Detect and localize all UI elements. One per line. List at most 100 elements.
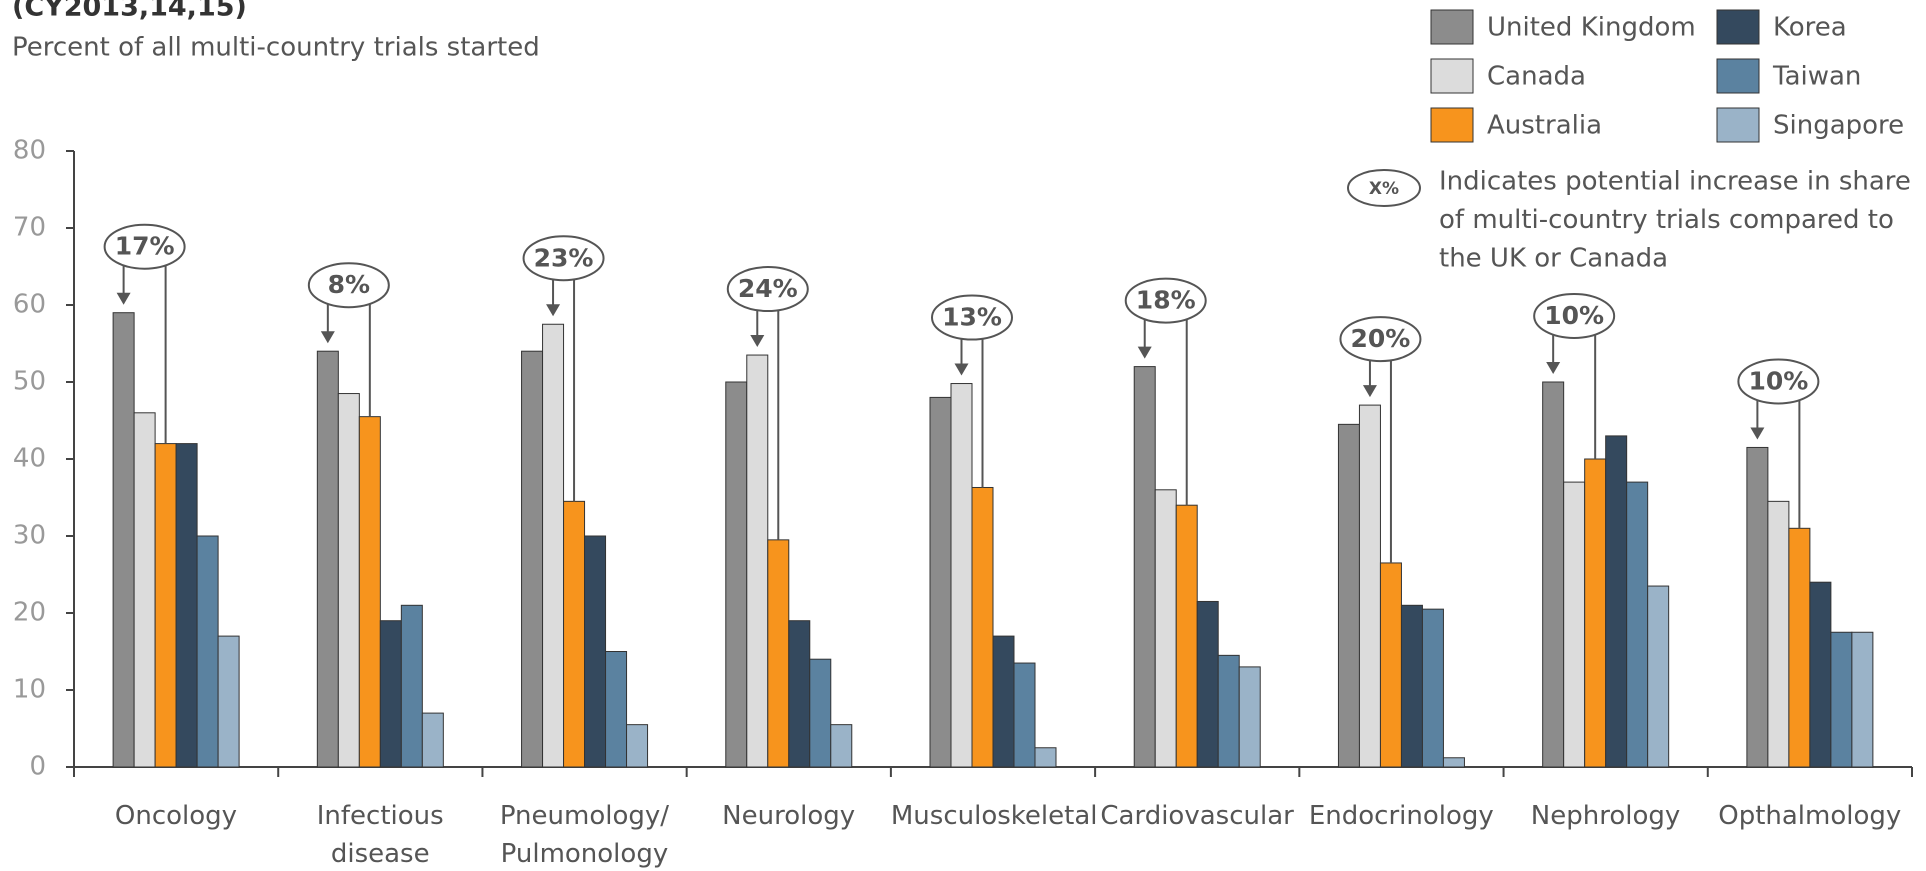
x-tick-label: Musculoskeletal: [890, 801, 1098, 831]
bar: [421, 712, 444, 768]
bar: [316, 350, 339, 768]
bar: [154, 443, 177, 768]
legend-label: Canada: [1487, 62, 1586, 92]
bar: [1400, 604, 1423, 768]
callout-arrowhead: [1750, 427, 1765, 440]
y-tick-label: 40: [13, 444, 46, 474]
bar: [746, 354, 769, 768]
bar: [584, 535, 607, 768]
x-tick-label: Opthalmology: [1718, 801, 1902, 831]
callout-label: 24%: [738, 274, 798, 303]
callout-bubble: [103, 223, 186, 270]
legend-swatch: [1430, 9, 1474, 45]
x-tick-label: Endocrinology: [1308, 801, 1494, 831]
chart-subtitle: Percent of all multi-country trials star…: [12, 33, 540, 63]
legend-swatch: [1716, 58, 1760, 94]
x-tick-label: Cardiovascular: [1100, 801, 1294, 831]
callout-arrowhead: [116, 292, 131, 305]
callout-arrowhead: [1546, 362, 1561, 374]
y-tick-label: 30: [13, 521, 46, 551]
bar: [358, 416, 381, 768]
bar: [1809, 581, 1832, 768]
callout-label: 23%: [534, 243, 594, 272]
bar: [1196, 600, 1219, 768]
bar: [379, 620, 402, 768]
bar: [1238, 666, 1261, 768]
bar: [767, 539, 790, 768]
bar: [175, 443, 198, 768]
bar: [1830, 631, 1853, 768]
callout-bubble: [726, 266, 809, 313]
callout-bubble: [307, 262, 390, 309]
bar: [1851, 631, 1874, 768]
legend-label: United Kingdom: [1487, 13, 1696, 43]
bar: [1767, 500, 1790, 768]
callout-arrowhead: [546, 304, 561, 317]
note-bubble: [1347, 169, 1421, 207]
x-tick-label: Neurology: [722, 801, 856, 831]
legend-label: Singapore: [1773, 111, 1904, 141]
y-tick-label: 50: [13, 367, 46, 397]
y-tick-label: 80: [13, 136, 46, 166]
bar: [1442, 757, 1465, 768]
bar: [112, 312, 135, 768]
legend-swatch: [1716, 107, 1760, 143]
x-tick-label: Pneumology/ Pulmonology: [499, 801, 670, 869]
bar: [788, 620, 811, 768]
bar: [929, 396, 952, 768]
chart-title: (CY2013,14,15): [12, 0, 247, 23]
bar: [1379, 562, 1402, 768]
x-tick-label: Infectious disease: [316, 801, 444, 869]
callout-label: 18%: [1136, 286, 1196, 315]
callout-arrowhead: [320, 331, 335, 344]
callout-bubble: [931, 294, 1013, 341]
note-text: the UK or Canada: [1439, 244, 1668, 274]
bar: [337, 393, 360, 768]
bar: [217, 635, 240, 768]
legend-swatch: [1430, 107, 1474, 143]
legend-label: Korea: [1773, 13, 1847, 43]
y-tick-label: 0: [29, 752, 46, 782]
callout-arrowhead: [954, 363, 969, 376]
callout-label: 10%: [1544, 301, 1604, 330]
bar: [563, 500, 586, 768]
bar: [992, 635, 1015, 768]
bar: [1605, 435, 1628, 768]
bar: [1647, 585, 1670, 768]
y-tick-label: 60: [13, 290, 46, 320]
x-tick-label: Oncology: [114, 801, 238, 831]
note-text: of multi-country trials compared to: [1439, 205, 1894, 235]
callout-arrowhead: [750, 335, 765, 348]
bar: [1013, 662, 1036, 768]
legend-swatch: [1716, 9, 1760, 45]
bar: [1584, 458, 1607, 768]
y-tick-label: 20: [13, 598, 46, 628]
bar: [1746, 446, 1769, 768]
bar: [542, 323, 565, 768]
bar: [1563, 481, 1586, 768]
callout-arrowhead: [1362, 385, 1377, 398]
bar: [725, 381, 748, 768]
bar: [1337, 423, 1360, 768]
callout-label: 20%: [1351, 324, 1411, 353]
bar: [605, 651, 628, 768]
bar: [196, 535, 219, 768]
y-tick-label: 70: [13, 213, 46, 243]
legend-label: Taiwan: [1772, 62, 1861, 92]
callout-label: 10%: [1748, 366, 1808, 395]
callout-arrowhead: [1137, 346, 1152, 359]
legend-swatch: [1430, 58, 1474, 94]
callout-bubble: [1339, 316, 1422, 363]
note-text: Indicates potential increase in share: [1439, 167, 1911, 197]
bar: [1217, 654, 1240, 768]
bar: [400, 604, 423, 768]
legend-label: Australia: [1487, 111, 1602, 141]
bar: [1154, 489, 1177, 768]
bar: [1626, 481, 1649, 768]
bar: [1358, 404, 1381, 768]
callout-bubble: [1737, 358, 1820, 405]
bar: [1542, 381, 1565, 768]
bar: [521, 350, 544, 768]
